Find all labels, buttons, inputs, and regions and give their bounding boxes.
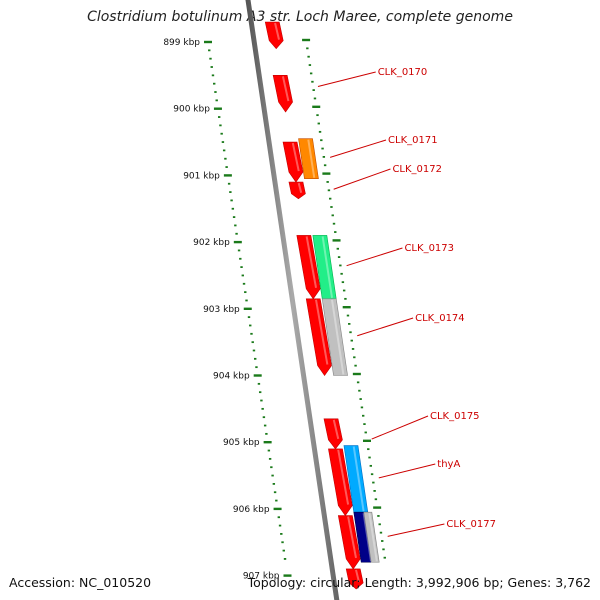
tick-label: 902 kbp — [193, 238, 230, 248]
tick-layer: 899 kbp 900 kbp 901 kbp 902 kbp 903 kbp 904 k… — [163, 38, 386, 582]
clk_0171-feature — [298, 138, 319, 180]
gene-label: CLK_0172 — [392, 164, 442, 175]
gene-feature — [328, 448, 353, 517]
gene-highlight — [305, 236, 318, 288]
gene-highlight — [347, 516, 357, 559]
gene-highlight — [332, 419, 340, 440]
label-leader — [317, 71, 376, 88]
label-leader — [346, 247, 403, 267]
gene-feature — [282, 141, 304, 183]
backbone-layer — [245, 0, 340, 600]
gene-feature — [337, 515, 361, 570]
gene-highlight — [368, 513, 378, 562]
tick-label: 906 kbp — [233, 505, 270, 515]
tick-label: 904 kbp — [213, 372, 250, 382]
gene-layer — [264, 21, 380, 590]
gene-highlight — [355, 569, 360, 583]
gene-feature — [296, 235, 321, 300]
label-leader — [378, 463, 436, 479]
gene-feature — [288, 181, 306, 200]
tick-label: 907 kbp — [243, 572, 280, 582]
topology-summary: Topology: circular; Length: 3,992,906 bp… — [247, 575, 591, 590]
gene-label: CLK_0177 — [446, 519, 496, 530]
label-leader — [333, 168, 391, 190]
gene-label: CLK_0173 — [404, 243, 454, 254]
genome-backbone — [245, 0, 340, 600]
label-leader — [357, 317, 414, 337]
gene-highlight — [281, 76, 290, 102]
gene-highlight — [337, 449, 350, 505]
gene-highlight — [274, 22, 280, 40]
gene-label: CLK_0171 — [388, 135, 438, 146]
gene-feature — [345, 568, 364, 590]
label-leader — [387, 523, 445, 537]
gene-highlight — [321, 236, 334, 298]
label-layer: CLK_0170 CLK_0171 CLK_0172 CLK_0173 CLK_0174… — [317, 67, 496, 537]
accession-text: Accession: NC_010520 — [9, 575, 152, 590]
gene-label: CLK_0174 — [415, 313, 465, 324]
map-title: Clostridium botulinum A3 str. Loch Maree… — [87, 9, 513, 25]
gene-highlight — [291, 142, 300, 172]
gene-feature — [305, 298, 332, 377]
clk_0174-feature — [321, 298, 348, 376]
tick-label: 905 kbp — [223, 438, 260, 448]
tick-label: 899 kbp — [163, 38, 200, 48]
gene-feature — [323, 418, 343, 450]
gene-feature — [264, 21, 284, 50]
tick-label: 900 kbp — [173, 105, 210, 115]
gene-feature — [272, 75, 293, 113]
gene-highlight — [352, 446, 365, 512]
gene-highlight — [331, 299, 345, 375]
gene-feature — [363, 511, 380, 563]
gene-label: thyA — [437, 459, 460, 470]
gene-highlight — [297, 182, 303, 193]
gene-highlight — [315, 299, 329, 365]
gene-label: CLK_0175 — [430, 411, 480, 422]
label-leader — [329, 139, 387, 158]
tick-label: 903 kbp — [203, 305, 240, 315]
gene-label: CLK_0170 — [378, 67, 428, 78]
tick-label: 901 kbp — [183, 171, 220, 181]
label-leader — [371, 415, 429, 440]
gene-highlight — [307, 139, 316, 178]
